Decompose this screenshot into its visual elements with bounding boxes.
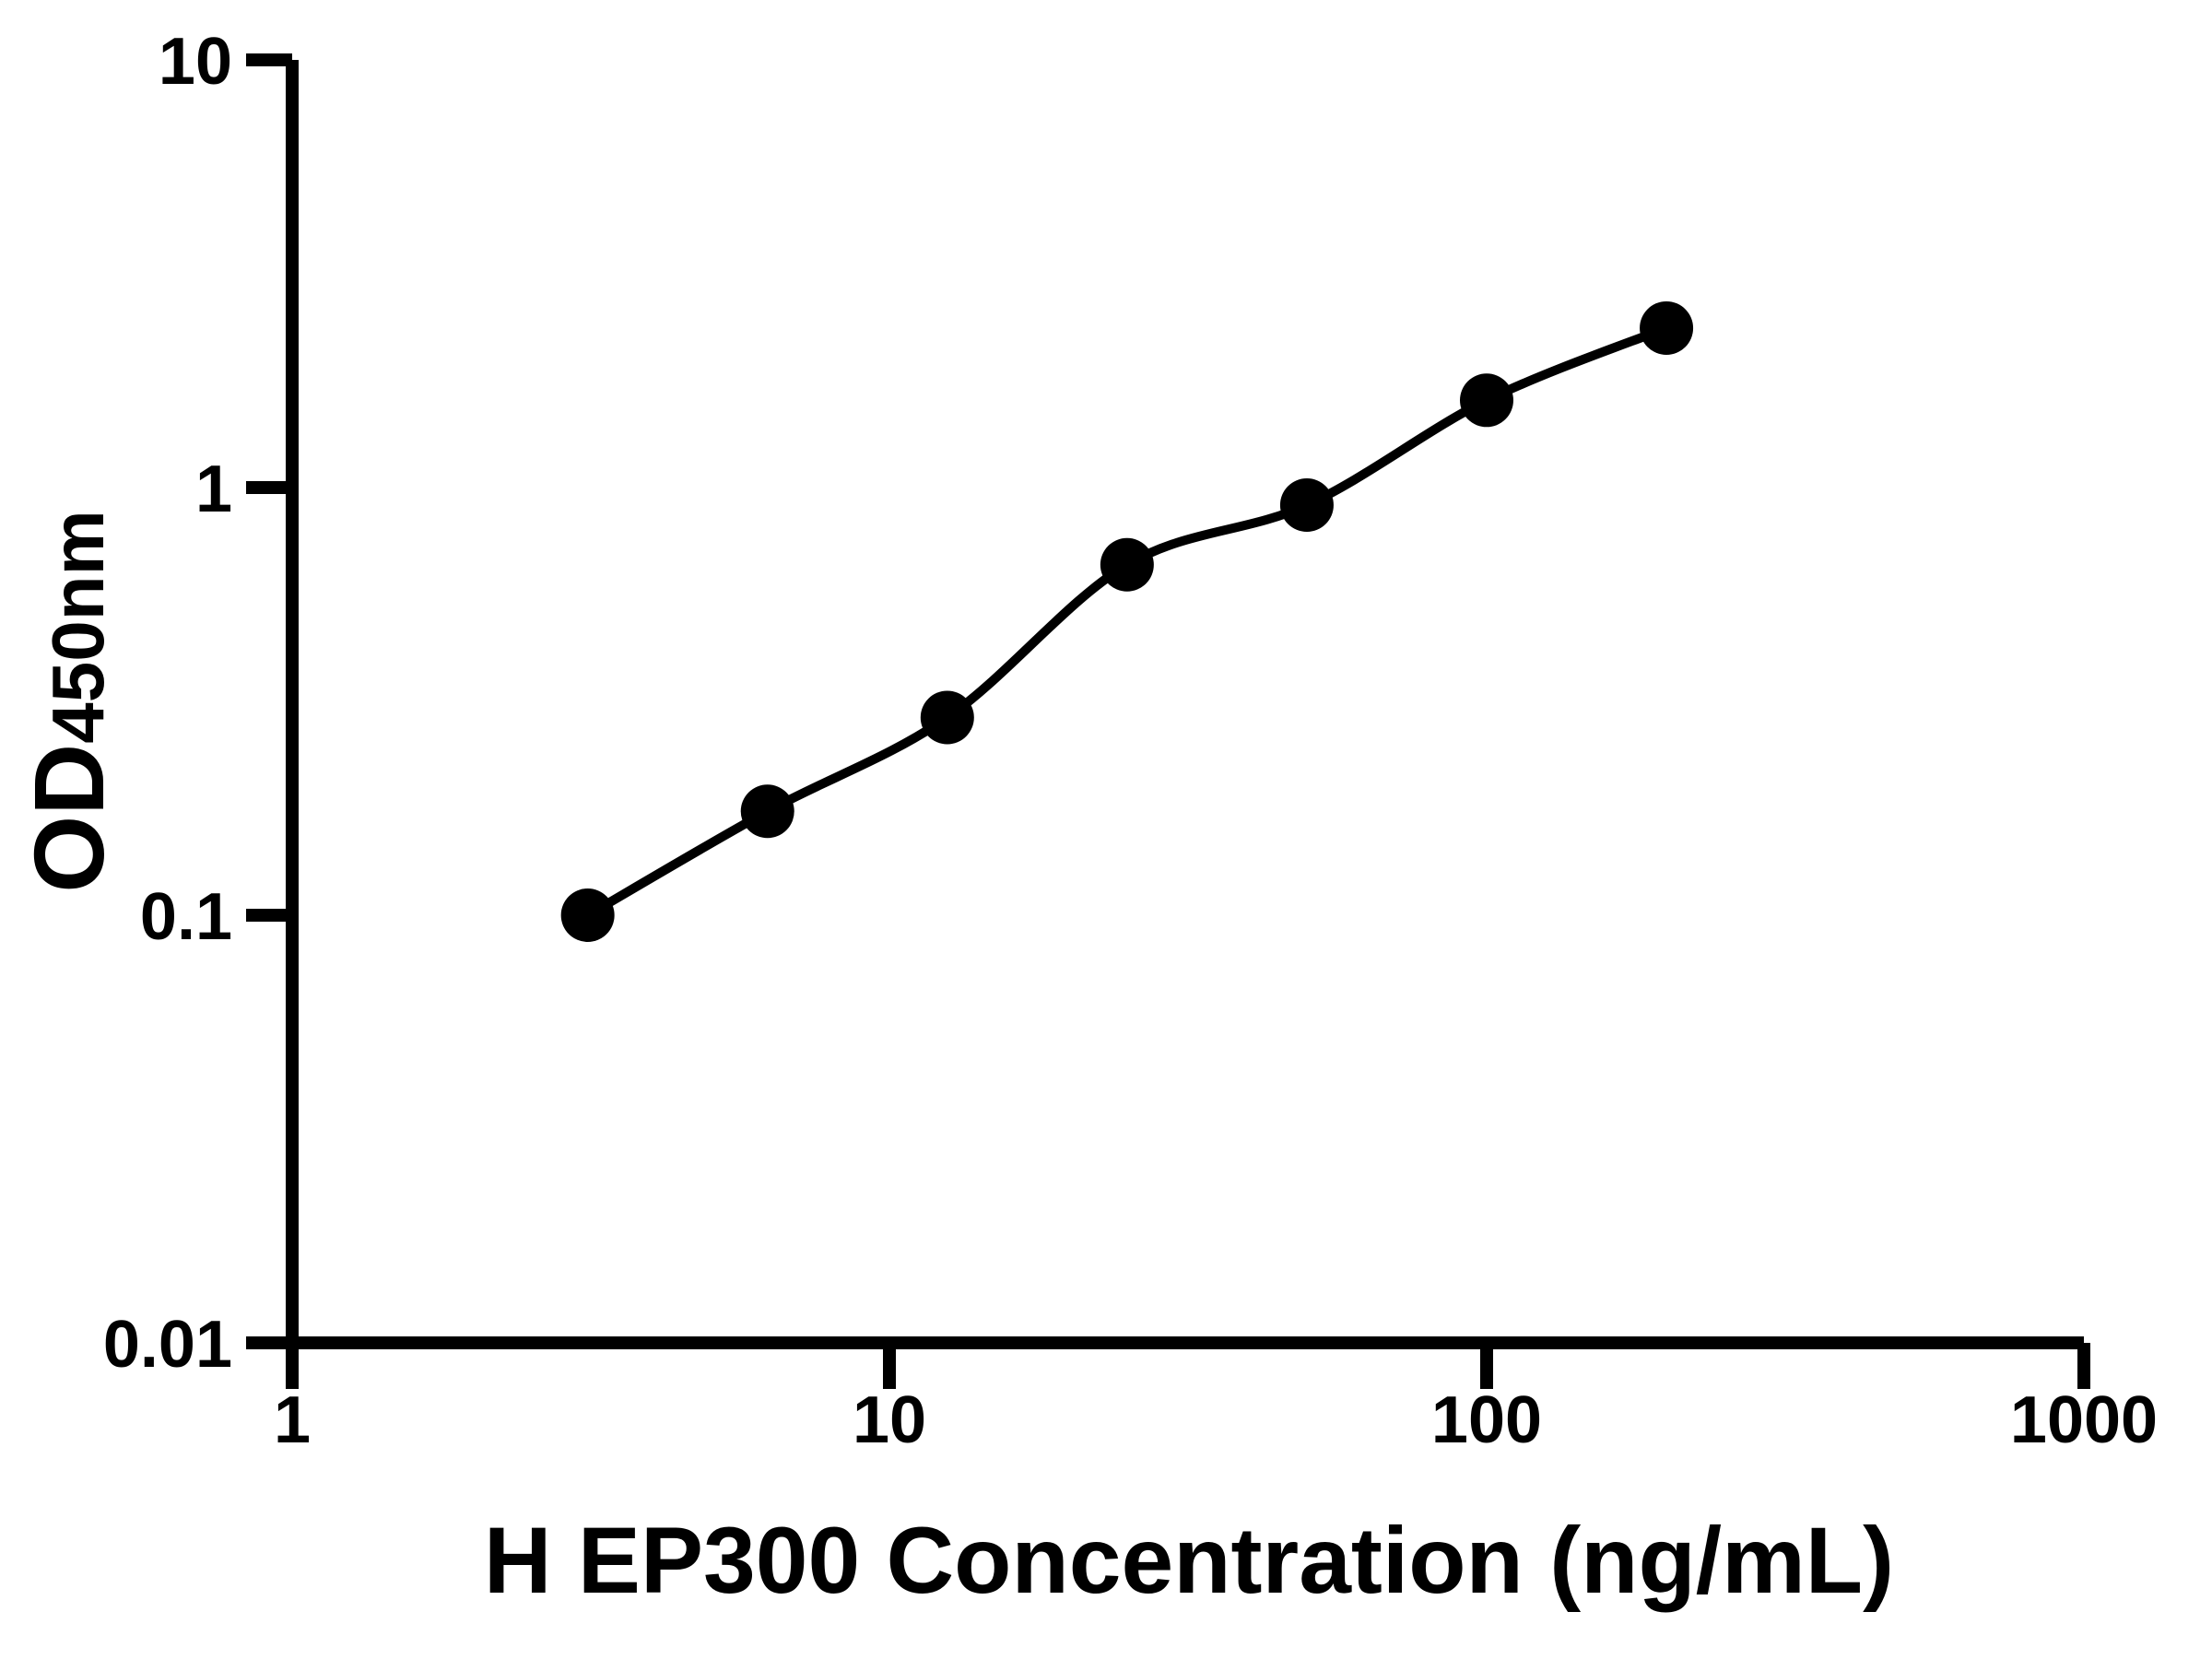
y-tick-label: 10 (159, 25, 232, 99)
y-tick-label: 0.01 (103, 1308, 232, 1382)
data-point-marker (560, 888, 615, 942)
data-point-marker (920, 690, 974, 745)
data-point-marker (1640, 300, 1694, 355)
data-point-marker (1279, 478, 1334, 533)
y-tick-label: 0.1 (140, 880, 232, 954)
x-tick-label: 10 (853, 1383, 926, 1457)
data-point-marker (1460, 373, 1513, 428)
x-tick-label: 100 (1431, 1383, 1542, 1457)
data-point-marker (1100, 537, 1154, 592)
x-tick-label: 1 (274, 1383, 311, 1457)
y-axis-title: OD450nm (13, 510, 124, 892)
axes-layer (286, 60, 2084, 1349)
y-tick-label: 1 (195, 453, 232, 526)
y-axis-title-subscript: 450nm (37, 510, 119, 743)
axis-line (286, 60, 2084, 1349)
x-axis-title: H EP300 Concentration (ng/mL) (484, 1508, 1894, 1613)
data-point-marker (740, 784, 794, 839)
y-axis-title-base: OD (13, 744, 124, 893)
tick-labels-layer: 1 10 100 1000 0.01 0.1 1 10 (103, 25, 2158, 1457)
ticks-layer (246, 53, 2090, 1389)
series-layer (560, 300, 1694, 942)
x-tick-label: 1000 (2010, 1383, 2158, 1457)
